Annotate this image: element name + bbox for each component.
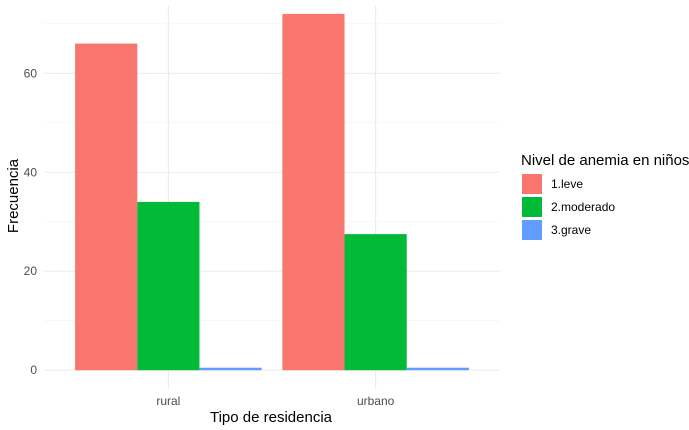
legend-label: 2.moderado <box>551 200 615 214</box>
legend-label: 3.grave <box>551 223 591 237</box>
bars <box>75 13 469 371</box>
x-tick-label: rural <box>156 394 180 408</box>
legend: Nivel de anemia en niños 1.leve 2.moderad… <box>521 152 689 240</box>
bar-rural-1.leve <box>75 43 138 371</box>
x-axis-title: Tipo de residencia <box>210 409 333 426</box>
bar-urbano-2.moderado <box>344 234 407 371</box>
legend-key <box>522 174 542 194</box>
legend-label: 1.leve <box>551 177 583 191</box>
y-tick-label: 20 <box>24 264 38 278</box>
y-tick-label: 0 <box>30 363 37 377</box>
y-tick-label: 40 <box>24 165 38 179</box>
x-tick-label: urbano <box>357 394 395 408</box>
y-axis-ticks: 0 20 40 60 <box>24 66 38 377</box>
legend-key <box>522 197 542 217</box>
bar-urbano-3.grave <box>406 367 469 371</box>
x-axis-ticks: rural urbano <box>156 394 394 408</box>
legend-key <box>522 220 542 240</box>
bar-rural-3.grave <box>199 367 262 371</box>
y-tick-label: 60 <box>24 66 38 80</box>
bar-urbano-1.leve <box>282 13 345 371</box>
legend-title: Nivel de anemia en niños <box>521 152 689 169</box>
bar-rural-2.moderado <box>137 201 200 371</box>
y-axis-title: Frecuencia <box>5 158 22 233</box>
